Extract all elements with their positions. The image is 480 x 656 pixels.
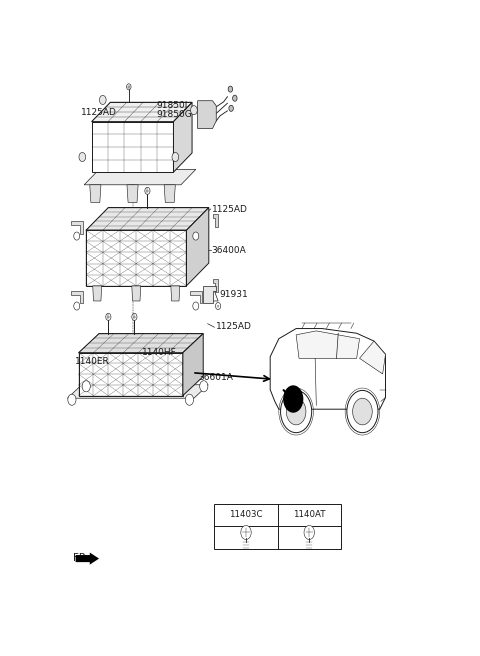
Circle shape <box>229 106 233 112</box>
Polygon shape <box>164 185 175 203</box>
Polygon shape <box>79 333 203 353</box>
Circle shape <box>216 302 221 310</box>
Polygon shape <box>92 121 173 172</box>
Polygon shape <box>93 286 102 301</box>
Polygon shape <box>90 185 101 203</box>
Text: 1140AT: 1140AT <box>293 510 325 519</box>
Circle shape <box>132 314 137 320</box>
Circle shape <box>193 302 199 310</box>
Circle shape <box>193 232 199 240</box>
Text: 1140ER: 1140ER <box>75 357 109 366</box>
Text: 91850G: 91850G <box>156 110 192 119</box>
Circle shape <box>347 390 378 433</box>
Polygon shape <box>203 286 216 304</box>
Polygon shape <box>86 230 186 286</box>
Polygon shape <box>360 341 385 374</box>
Polygon shape <box>67 385 208 398</box>
Bar <box>215 504 341 550</box>
Circle shape <box>185 394 193 405</box>
Polygon shape <box>86 207 209 230</box>
Circle shape <box>79 152 85 161</box>
Text: 1125AD: 1125AD <box>212 205 248 214</box>
Polygon shape <box>92 102 192 121</box>
Circle shape <box>241 525 251 539</box>
Text: 91850J: 91850J <box>156 102 187 110</box>
Circle shape <box>200 380 208 392</box>
Text: 36400A: 36400A <box>212 246 247 255</box>
Polygon shape <box>127 185 138 203</box>
Text: 11403C: 11403C <box>229 510 263 519</box>
Polygon shape <box>171 286 180 301</box>
Text: 1125AD: 1125AD <box>216 321 252 331</box>
Polygon shape <box>76 552 99 565</box>
Circle shape <box>172 152 179 161</box>
Polygon shape <box>270 329 385 409</box>
Text: FR.: FR. <box>73 552 89 563</box>
Polygon shape <box>84 169 196 185</box>
Circle shape <box>280 390 312 433</box>
Circle shape <box>106 314 111 320</box>
Polygon shape <box>71 291 83 304</box>
Text: 1125AD: 1125AD <box>81 108 116 117</box>
Circle shape <box>353 398 372 425</box>
Text: 36601A: 36601A <box>198 373 233 382</box>
Text: 1140HF: 1140HF <box>142 348 177 357</box>
Circle shape <box>191 106 197 115</box>
Circle shape <box>99 95 106 104</box>
Circle shape <box>145 188 150 194</box>
Polygon shape <box>71 221 83 234</box>
Polygon shape <box>79 353 183 396</box>
Circle shape <box>287 398 306 425</box>
Circle shape <box>283 385 303 413</box>
Polygon shape <box>198 101 216 129</box>
Text: 91931: 91931 <box>219 291 248 299</box>
Polygon shape <box>186 207 209 286</box>
Polygon shape <box>132 286 141 301</box>
Polygon shape <box>190 221 202 234</box>
Circle shape <box>228 86 233 92</box>
Polygon shape <box>213 279 218 292</box>
Circle shape <box>304 525 314 539</box>
Circle shape <box>74 232 80 240</box>
Polygon shape <box>173 102 192 172</box>
Circle shape <box>127 84 131 90</box>
Circle shape <box>233 95 237 101</box>
Polygon shape <box>296 331 360 358</box>
Polygon shape <box>183 333 203 396</box>
Circle shape <box>82 380 90 392</box>
Circle shape <box>68 394 76 405</box>
Polygon shape <box>190 291 202 304</box>
Circle shape <box>74 302 80 310</box>
Polygon shape <box>213 215 218 227</box>
